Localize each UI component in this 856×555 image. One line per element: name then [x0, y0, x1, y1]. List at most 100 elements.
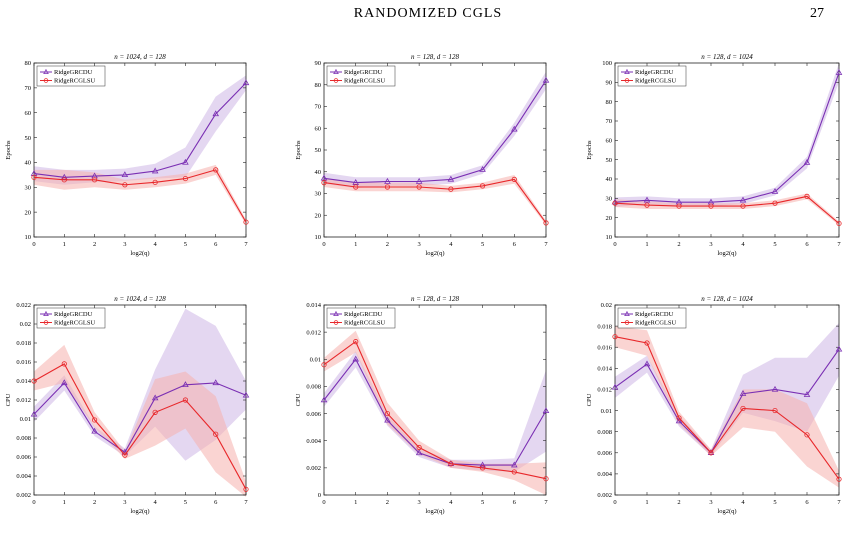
- y-tick-label: 0.01: [20, 416, 31, 423]
- y-tick-label: 0.008: [306, 384, 321, 391]
- y-tick-label: 80: [315, 82, 322, 89]
- data-point-circle: [479, 465, 486, 471]
- legend-marker: [333, 78, 339, 83]
- series-band: [34, 344, 246, 497]
- legend-box: [617, 65, 687, 87]
- x-tick-label: 4: [741, 241, 745, 248]
- data-point-circle: [31, 378, 37, 384]
- y-axis-label: CPU: [295, 393, 302, 406]
- data-point-triangle: [151, 394, 159, 401]
- data-point-circle: [448, 461, 454, 467]
- x-tick-label: 7: [244, 241, 248, 248]
- y-tick-label: 70: [315, 104, 322, 111]
- y-tick-label: 0.012: [597, 387, 612, 394]
- legend: RidgeGRCDU RidgeRCGLSU: [36, 65, 106, 87]
- data-point-triangle: [542, 76, 550, 83]
- y-tick-label: 0: [318, 492, 321, 499]
- legend-label: RidgeRCGLSU: [635, 78, 676, 85]
- x-tick-label: 6: [214, 241, 218, 248]
- legend: RidgeGRCDU RidgeRCGLSU: [36, 307, 106, 329]
- y-tick-label: 60: [315, 125, 322, 132]
- y-tick-label: 0.012: [16, 397, 31, 404]
- legend-label: RidgeGRCDU: [54, 311, 93, 318]
- data-point-triangle: [835, 69, 843, 75]
- data-point-circle: [676, 415, 682, 421]
- data-point-triangle: [739, 196, 747, 203]
- y-tick-label: 90: [315, 60, 322, 67]
- data-point-triangle: [611, 383, 619, 390]
- legend-label: RidgeRCGLSU: [54, 320, 95, 327]
- series-line: [323, 80, 547, 184]
- data-point-triangle: [771, 385, 779, 392]
- legend: RidgeGRCDU RidgeRCGLSU: [326, 307, 396, 329]
- chart-panel: n = 1024, d = 128 0.002 0.004 0.006 0.008 0.0…: [5, 295, 250, 515]
- data-point-triangle: [415, 449, 423, 456]
- x-tick-label: 1: [354, 499, 357, 506]
- x-tick-label: 1: [645, 499, 648, 506]
- legend-label: RidgeRCGLSU: [344, 78, 385, 85]
- x-tick-label: 5: [184, 241, 187, 248]
- y-tick-label: 0.02: [601, 302, 612, 309]
- data-point-triangle: [61, 173, 68, 180]
- chart-title: n = 128, d = 128: [411, 295, 459, 303]
- data-point-circle: [836, 476, 842, 482]
- y-tick-label: 0.002: [306, 465, 321, 472]
- data-point-circle: [416, 444, 422, 451]
- y-tick-label: 80: [606, 99, 613, 106]
- data-point-triangle: [479, 461, 486, 468]
- x-tick-label: 4: [449, 241, 453, 248]
- legend: RidgeGRCDU RidgeRCGLSU: [617, 65, 687, 87]
- plot-frame: [614, 304, 840, 496]
- legend-marker: [624, 78, 630, 83]
- data-point-triangle: [511, 461, 518, 468]
- data-point-circle: [804, 193, 810, 199]
- legend-label: RidgeRCGLSU: [344, 320, 385, 327]
- x-tick-label: 6: [805, 241, 809, 248]
- data-point-triangle: [835, 345, 843, 352]
- legend-marker: [43, 310, 49, 316]
- legend-label: RidgeRCGLSU: [54, 78, 95, 85]
- data-point-circle: [152, 179, 158, 185]
- data-point-circle: [772, 407, 778, 414]
- data-point-circle: [353, 339, 359, 345]
- y-tick-label: 60: [606, 138, 613, 145]
- y-tick-label: 0.01: [601, 408, 612, 415]
- x-tick-label: 1: [63, 499, 66, 506]
- data-point-circle: [321, 362, 327, 368]
- y-tick-label: 0.014: [16, 378, 31, 385]
- x-axis-label: log2(q): [425, 508, 444, 515]
- data-point-triangle: [803, 391, 811, 397]
- x-tick-label: 0: [322, 499, 325, 506]
- legend: RidgeGRCDU RidgeRCGLSU: [617, 307, 687, 329]
- data-point-triangle: [182, 381, 189, 388]
- series-line: [323, 358, 547, 466]
- data-point-circle: [479, 183, 486, 189]
- data-point-circle: [61, 361, 67, 367]
- y-tick-label: 50: [25, 135, 32, 142]
- y-tick-label: 0.022: [16, 302, 31, 309]
- y-tick-label: 0.012: [306, 329, 321, 336]
- series-line: [614, 348, 840, 454]
- data-point-triangle: [511, 125, 518, 132]
- legend-box: [326, 65, 396, 87]
- x-tick-label: 7: [244, 499, 248, 506]
- data-point-circle: [772, 200, 778, 206]
- y-tick-label: 0.004: [597, 471, 612, 478]
- series-line: [614, 195, 840, 224]
- y-tick-label: 20: [25, 209, 32, 216]
- data-point-circle: [740, 405, 746, 412]
- y-tick-label: 30: [606, 196, 613, 203]
- y-axis-label: Epochs: [295, 140, 302, 160]
- x-tick-label: 2: [677, 499, 680, 506]
- series-line: [33, 363, 247, 490]
- data-point-circle: [152, 409, 158, 415]
- y-tick-label: 90: [606, 80, 613, 87]
- data-point-triangle: [182, 158, 189, 165]
- series-line: [323, 340, 547, 480]
- data-point-circle: [182, 175, 189, 182]
- x-tick-label: 7: [544, 499, 548, 506]
- data-point-circle: [543, 476, 549, 482]
- y-tick-label: 0.018: [597, 323, 612, 330]
- y-tick-label: 0.004: [16, 473, 31, 480]
- x-axis-label: log2(q): [130, 250, 149, 257]
